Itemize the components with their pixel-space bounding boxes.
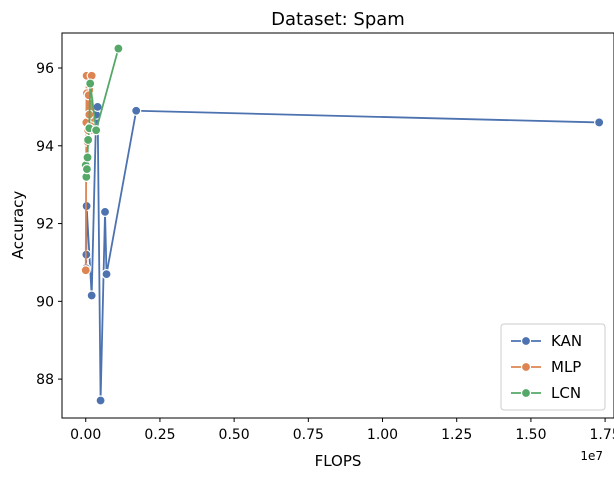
x-offset-label: 1e7 <box>580 449 603 463</box>
legend-label-kan: KAN <box>551 332 582 350</box>
legend-marker-lcn <box>520 387 532 399</box>
x-tick-label: 0.50 <box>219 427 250 443</box>
x-tick-label: 0.25 <box>144 427 175 443</box>
legend: KAN MLP LCN <box>500 323 606 411</box>
data-point-kan <box>594 117 605 128</box>
data-point-mlp <box>80 265 91 276</box>
legend-label-mlp: MLP <box>551 358 581 376</box>
data-point-lcn <box>83 134 94 146</box>
x-axis-label: FLOPS <box>315 452 362 470</box>
legend-label-lcn: LCN <box>551 384 581 402</box>
legend-marker-kan <box>520 335 532 347</box>
y-tick-label: 88 <box>36 372 54 388</box>
series-lcn <box>80 43 124 182</box>
x-tick-label: 1.00 <box>367 427 398 443</box>
y-tick-label: 92 <box>36 217 54 233</box>
data-point-kan <box>131 105 142 116</box>
data-point-kan <box>95 395 106 406</box>
plot-area <box>80 43 605 406</box>
y-axis-label: Accuracy <box>9 191 27 260</box>
y-tick-label: 96 <box>36 61 54 77</box>
data-point-lcn <box>113 43 124 54</box>
x-tick-label: 1.50 <box>515 427 546 443</box>
y-tick-label: 90 <box>36 294 54 310</box>
data-point-kan <box>86 290 97 301</box>
data-point-kan <box>101 269 112 280</box>
data-point-lcn <box>81 164 93 175</box>
x-tick-label: 1.25 <box>441 427 472 443</box>
legend-marker-mlp <box>520 361 532 373</box>
data-point-kan <box>99 206 111 217</box>
x-tick-label: 0.00 <box>70 427 101 443</box>
data-point-lcn <box>82 152 93 163</box>
x-tick-label: 1.75 <box>590 427 614 443</box>
data-point-lcn <box>85 78 96 89</box>
y-axis: 88 90 92 94 96 <box>36 61 62 388</box>
data-point-lcn <box>91 125 102 136</box>
x-axis: 0.00 0.25 0.50 0.75 1.00 1.25 1.50 1.75 <box>70 418 614 443</box>
x-tick-label: 0.75 <box>293 427 324 443</box>
chart-title: Dataset: Spam <box>271 9 405 30</box>
y-tick-label: 94 <box>36 139 54 155</box>
plot-frame <box>61 32 614 419</box>
